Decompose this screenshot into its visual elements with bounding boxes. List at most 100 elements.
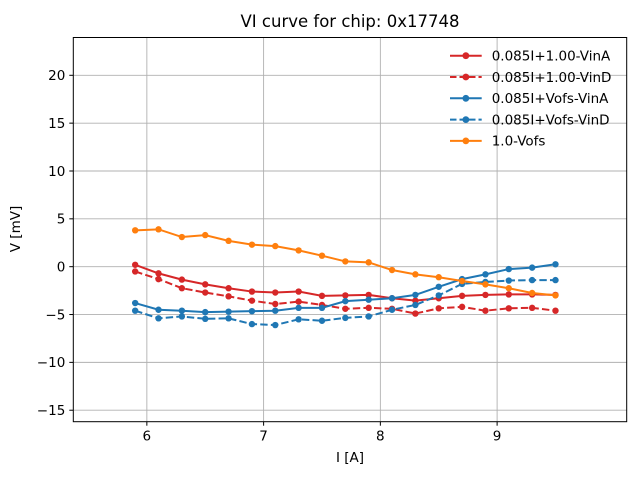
data-point-marker: [248, 241, 256, 248]
data-point-marker: [155, 315, 162, 322]
legend: 0.085I+1.00-VinA 0.085I+1.00-VinD 0.085I+V…: [450, 49, 611, 150]
data-point-marker: [505, 265, 512, 273]
data-point-marker: [365, 304, 372, 312]
data-point-marker: [318, 304, 326, 312]
x-axis-label: I [A]: [336, 450, 364, 466]
data-point-marker: [528, 264, 536, 271]
data-point-marker: [342, 292, 349, 299]
legend-sample-marker: [462, 73, 470, 81]
data-point-marker: [435, 274, 442, 281]
data-point-marker: [318, 252, 326, 259]
legend-entry: 1.0-Vofs: [450, 134, 545, 150]
legend-label: 0.085I+1.00-VinD: [492, 70, 612, 86]
data-point-marker: [131, 268, 139, 275]
data-point-marker: [412, 291, 419, 299]
data-point-marker: [272, 289, 279, 296]
data-point-marker: [412, 301, 419, 309]
data-point-marker: [225, 237, 232, 245]
grid-layer: [73, 37, 627, 422]
data-point-marker: [505, 291, 512, 298]
legend-label: 0.085I+1.00-VinA: [492, 49, 611, 65]
data-point-marker: [482, 307, 489, 314]
legend-sample-marker: [462, 52, 470, 60]
data-point-marker: [202, 289, 209, 296]
data-point-marker: [552, 276, 559, 284]
y-tick-label: 20: [48, 68, 65, 84]
series-0.085I+1.00-VinA: [131, 261, 559, 304]
data-point-marker: [248, 297, 256, 304]
data-point-marker: [202, 281, 209, 288]
data-point-marker: [295, 288, 302, 295]
data-point-marker: [155, 270, 162, 277]
y-tick-label: 10: [48, 164, 65, 180]
data-point-marker: [155, 306, 162, 313]
series-layer: [131, 226, 559, 329]
data-point-marker: [552, 292, 559, 299]
data-point-marker: [365, 291, 372, 299]
legend-entry: 0.085I+1.00-VinD: [450, 70, 611, 86]
data-point-marker: [505, 285, 512, 292]
data-point-marker: [388, 266, 396, 274]
legend-label: 1.0-Vofs: [492, 134, 546, 150]
data-point-marker: [318, 292, 326, 300]
data-point-marker: [272, 321, 279, 329]
data-point-marker: [225, 315, 232, 322]
data-point-marker: [388, 306, 396, 313]
legend-sample-marker: [462, 94, 470, 102]
legend-sample-marker: [462, 137, 470, 145]
data-point-marker: [155, 226, 162, 233]
data-point-marker: [318, 317, 326, 324]
data-point-marker: [272, 307, 279, 314]
y-tick-label: 15: [48, 116, 65, 132]
data-point-marker: [482, 291, 489, 299]
data-point-marker: [342, 314, 349, 322]
y-tick-label: −15: [37, 403, 66, 419]
data-point-marker: [528, 289, 536, 297]
series-1.0-Vofs: [131, 226, 559, 299]
data-point-marker: [178, 307, 186, 314]
data-point-marker: [202, 231, 209, 239]
data-point-marker: [295, 304, 302, 312]
legend-label: 0.085I+Vofs-VinD: [492, 112, 610, 128]
data-point-marker: [528, 276, 536, 284]
legend-entry: 0.085I+1.00-VinA: [450, 49, 611, 65]
data-point-marker: [178, 276, 186, 283]
legend-sample-marker: [462, 116, 470, 123]
data-point-marker: [155, 275, 162, 283]
data-point-marker: [131, 227, 139, 234]
data-point-marker: [248, 288, 256, 295]
data-point-marker: [552, 307, 559, 314]
data-point-marker: [388, 295, 396, 302]
series-line: [134, 263, 556, 314]
data-point-marker: [295, 316, 302, 323]
data-point-marker: [482, 281, 489, 288]
data-point-marker: [412, 310, 419, 317]
series-0.085I+1.00-VinD: [131, 268, 559, 317]
data-point-marker: [272, 300, 279, 308]
legend-entry: 0.085I+Vofs-VinA: [450, 91, 609, 107]
data-point-marker: [248, 320, 256, 328]
x-tick-label: 7: [259, 429, 268, 445]
data-point-marker: [458, 303, 466, 311]
x-tick-label: 6: [143, 429, 152, 445]
axis-layer: 6 7 8 9 −15 −10 −5 0 5 10 15 20: [37, 37, 628, 445]
y-axis-label: V [mV]: [8, 206, 24, 252]
data-point-marker: [435, 283, 442, 290]
data-point-marker: [178, 313, 186, 320]
plot-border: [72, 37, 628, 423]
data-point-marker: [225, 293, 232, 300]
data-point-marker: [202, 315, 209, 323]
data-point-marker: [365, 259, 372, 266]
data-point-marker: [365, 313, 372, 320]
data-point-marker: [482, 271, 489, 278]
data-point-marker: [365, 296, 372, 303]
x-tick-label: 8: [376, 429, 385, 445]
data-point-marker: [342, 258, 349, 265]
data-point-marker: [505, 277, 512, 284]
data-point-marker: [178, 233, 186, 241]
data-point-marker: [225, 285, 232, 292]
x-tick-label: 9: [493, 429, 502, 445]
data-point-marker: [435, 305, 442, 312]
y-tick-label: −10: [37, 355, 66, 371]
